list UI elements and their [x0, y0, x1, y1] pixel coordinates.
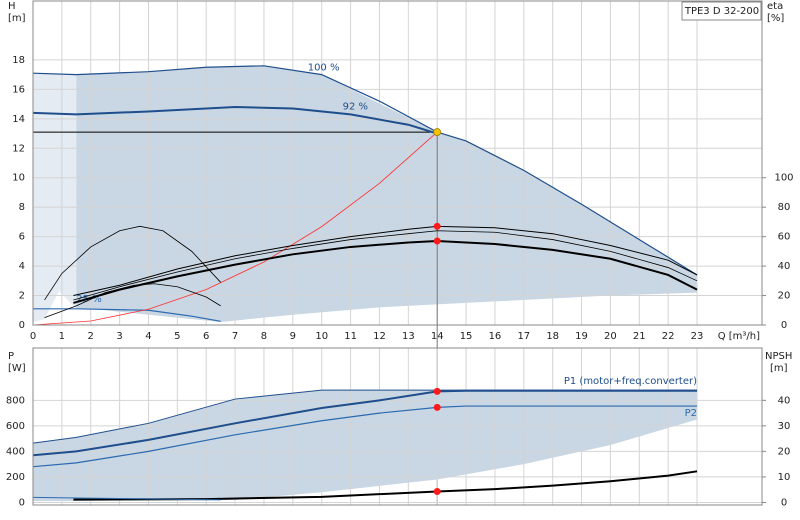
curve [44, 283, 221, 319]
y2-tick-label: 100 [774, 173, 793, 184]
x-tick-label: 19 [575, 331, 588, 342]
y2-tick-label: 10 [778, 472, 791, 483]
curve [44, 225, 221, 301]
panel: 0 1 2 3 4 5 6 7 8 9 10 11 12 13 14 15 16 17 18 19 20 21 22 2302… [12, 0, 794, 505]
operating-range [33, 390, 698, 502]
x-tick-label: 12 [373, 331, 386, 342]
duty-point [433, 237, 441, 245]
panel: 0 200 400 600 800 0 10 20 30 40 P1 (motor+freq.con… [6, 347, 791, 508]
y-axis-label: H [8, 1, 16, 12]
curve-label: P2 [685, 408, 697, 419]
curve [32, 389, 698, 457]
y2-tick-label: 40 [778, 261, 791, 272]
y-tick-label: 600 [6, 421, 25, 432]
y2-axis-unit: [m] [770, 363, 788, 374]
x-tick-label: 23 [691, 331, 704, 342]
curve [32, 106, 438, 135]
x-tick-label: 9 [290, 331, 296, 342]
y2-tick-label: 0 [781, 320, 787, 331]
chart-title: TPE3 D 32-200 [684, 6, 759, 17]
duty-point [433, 222, 441, 230]
y2-tick-label: 60 [778, 232, 791, 243]
y2-tick-label: 30 [778, 421, 791, 432]
x-tick-label: 11 [344, 331, 357, 342]
x-tick-label: 22 [662, 331, 675, 342]
x-tick-label: 6 [203, 331, 209, 342]
y-tick-label: 0 [19, 497, 25, 508]
operating-range [33, 73, 77, 323]
curve [73, 240, 698, 304]
curve [32, 65, 698, 276]
y2-tick-label: 0 [781, 497, 787, 508]
y-tick-label: 200 [6, 472, 25, 483]
curve-label: 100 % [308, 63, 340, 74]
y-tick-label: 800 [6, 395, 25, 406]
operating-range [76, 65, 698, 323]
x-tick-label: 5 [174, 331, 180, 342]
x-tick-label: 2 [88, 331, 94, 342]
y-tick-label: 16 [12, 84, 25, 95]
x-tick-label: 18 [546, 331, 559, 342]
duty-point [433, 403, 441, 411]
x-tick-label: 21 [633, 331, 646, 342]
x-tick-label: 8 [261, 331, 267, 342]
curve-label: 92 % [343, 101, 368, 112]
curve [32, 496, 221, 501]
y2-axis-unit: [%] [767, 13, 784, 24]
y2-axis-label: eta [767, 1, 783, 12]
x-tick-label: 17 [517, 331, 530, 342]
y-axis-unit: [W] [8, 363, 26, 374]
x-tick-label: 0 [30, 331, 36, 342]
y-tick-label: 14 [12, 114, 25, 125]
y2-tick-label: 20 [778, 291, 791, 302]
title-box [681, 1, 762, 21]
y-tick-label: 6 [19, 232, 25, 243]
curve [32, 405, 698, 468]
x-tick-label: 15 [460, 331, 473, 342]
duty-point [433, 387, 441, 395]
curve [73, 225, 698, 297]
x-tick-label: 4 [145, 331, 151, 342]
y-tick-label: 2 [19, 291, 25, 302]
x-tick-label: 10 [315, 331, 328, 342]
curve [73, 470, 698, 501]
x-axis-label: Q [m³/h] [718, 331, 760, 342]
y2-tick-label: 80 [778, 202, 791, 213]
duty-point [433, 128, 442, 136]
y-tick-label: 10 [12, 173, 25, 184]
curve-label: P1 (motor+freq.converter) [564, 376, 697, 387]
y-tick-label: 8 [19, 202, 25, 213]
y-tick-label: 4 [19, 261, 25, 272]
curve [32, 131, 438, 326]
y-axis-label: P [8, 351, 14, 362]
y-axis-unit: [m] [8, 13, 26, 24]
x-tick-label: 16 [489, 331, 502, 342]
duty-point [433, 487, 441, 495]
y2-axis-label: NPSH [765, 351, 792, 362]
x-tick-label: 7 [232, 331, 238, 342]
curve [33, 308, 221, 322]
x-tick-label: 3 [116, 331, 122, 342]
y-tick-label: 12 [12, 143, 25, 154]
y2-tick-label: 20 [778, 446, 791, 457]
y-tick-label: 0 [19, 320, 25, 331]
x-tick-label: 1 [59, 331, 65, 342]
y-tick-label: 400 [6, 446, 25, 457]
plot-frame [32, 0, 763, 326]
x-tick-label: 13 [402, 331, 415, 342]
x-tick-label: 20 [604, 331, 617, 342]
curve [73, 230, 698, 301]
plot-frame [32, 347, 763, 506]
y2-tick-label: 40 [778, 395, 791, 406]
y-tick-label: 18 [12, 55, 25, 66]
